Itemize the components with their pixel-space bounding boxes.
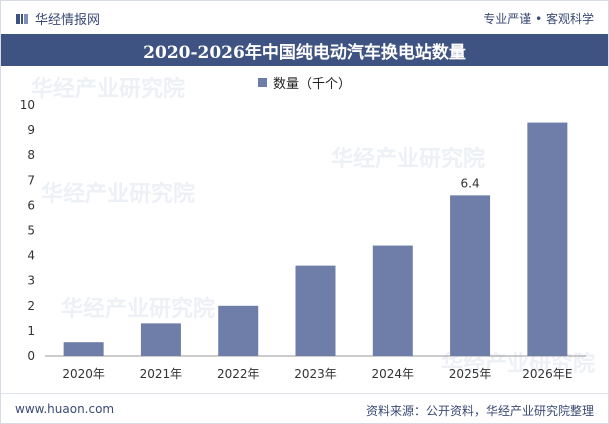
legend-label: 数量（千个）	[272, 77, 351, 92]
x-tick-label: 2020年	[62, 367, 105, 381]
y-tick-label: 2	[27, 299, 35, 313]
footer-source: 资料来源：公开资料，华经产业研究院整理	[365, 404, 594, 418]
y-tick-label: 1	[27, 324, 35, 338]
bar	[295, 265, 336, 356]
x-tick-label: 2021年	[140, 367, 183, 381]
x-tick-label: 2025年	[449, 367, 492, 381]
x-tick-label: 2024年	[372, 367, 415, 381]
bar	[372, 245, 413, 356]
bar	[218, 305, 259, 356]
y-tick-label: 3	[27, 274, 35, 288]
y-tick-label: 8	[27, 148, 35, 162]
brand: 华经情报网	[15, 9, 100, 28]
y-tick-label: 0	[27, 349, 35, 363]
y-tick-label: 10	[20, 98, 35, 112]
x-tick-label: 2022年	[217, 367, 260, 381]
y-tick-label: 9	[27, 123, 35, 137]
x-tick-label: 2023年	[294, 367, 337, 381]
brand-name: 华经情报网	[35, 13, 101, 28]
y-tick-label: 7	[27, 173, 35, 187]
legend: 数量（千个）	[1, 73, 608, 92]
brand-logo-icon	[16, 13, 28, 24]
chart-title: 2020-2026年中国纯电动汽车换电站数量	[1, 34, 608, 66]
x-tick-label: 2026年E	[522, 367, 572, 381]
bar	[450, 195, 491, 356]
legend-swatch	[257, 78, 267, 87]
footer: www.huaon.com 资料来源：公开资料，华经产业研究院整理	[1, 393, 608, 424]
top-bar: 华经情报网 专业严谨 • 客观科学	[1, 1, 608, 33]
data-label: 6.4	[461, 176, 480, 190]
bar	[527, 122, 568, 356]
y-tick-label: 5	[27, 224, 35, 238]
bar	[140, 323, 181, 356]
bar-chart: 0 1 2 3 4 5 6 7 8 9 10 2020年 2021年 2022年 2023年 2024年 202…	[20, 98, 586, 381]
slogan: 专业严谨 • 客观科学	[483, 12, 594, 26]
footer-url: www.huaon.com	[15, 402, 115, 416]
bar	[63, 342, 104, 356]
y-tick-label: 4	[27, 249, 35, 263]
y-tick-label: 6	[27, 198, 35, 212]
